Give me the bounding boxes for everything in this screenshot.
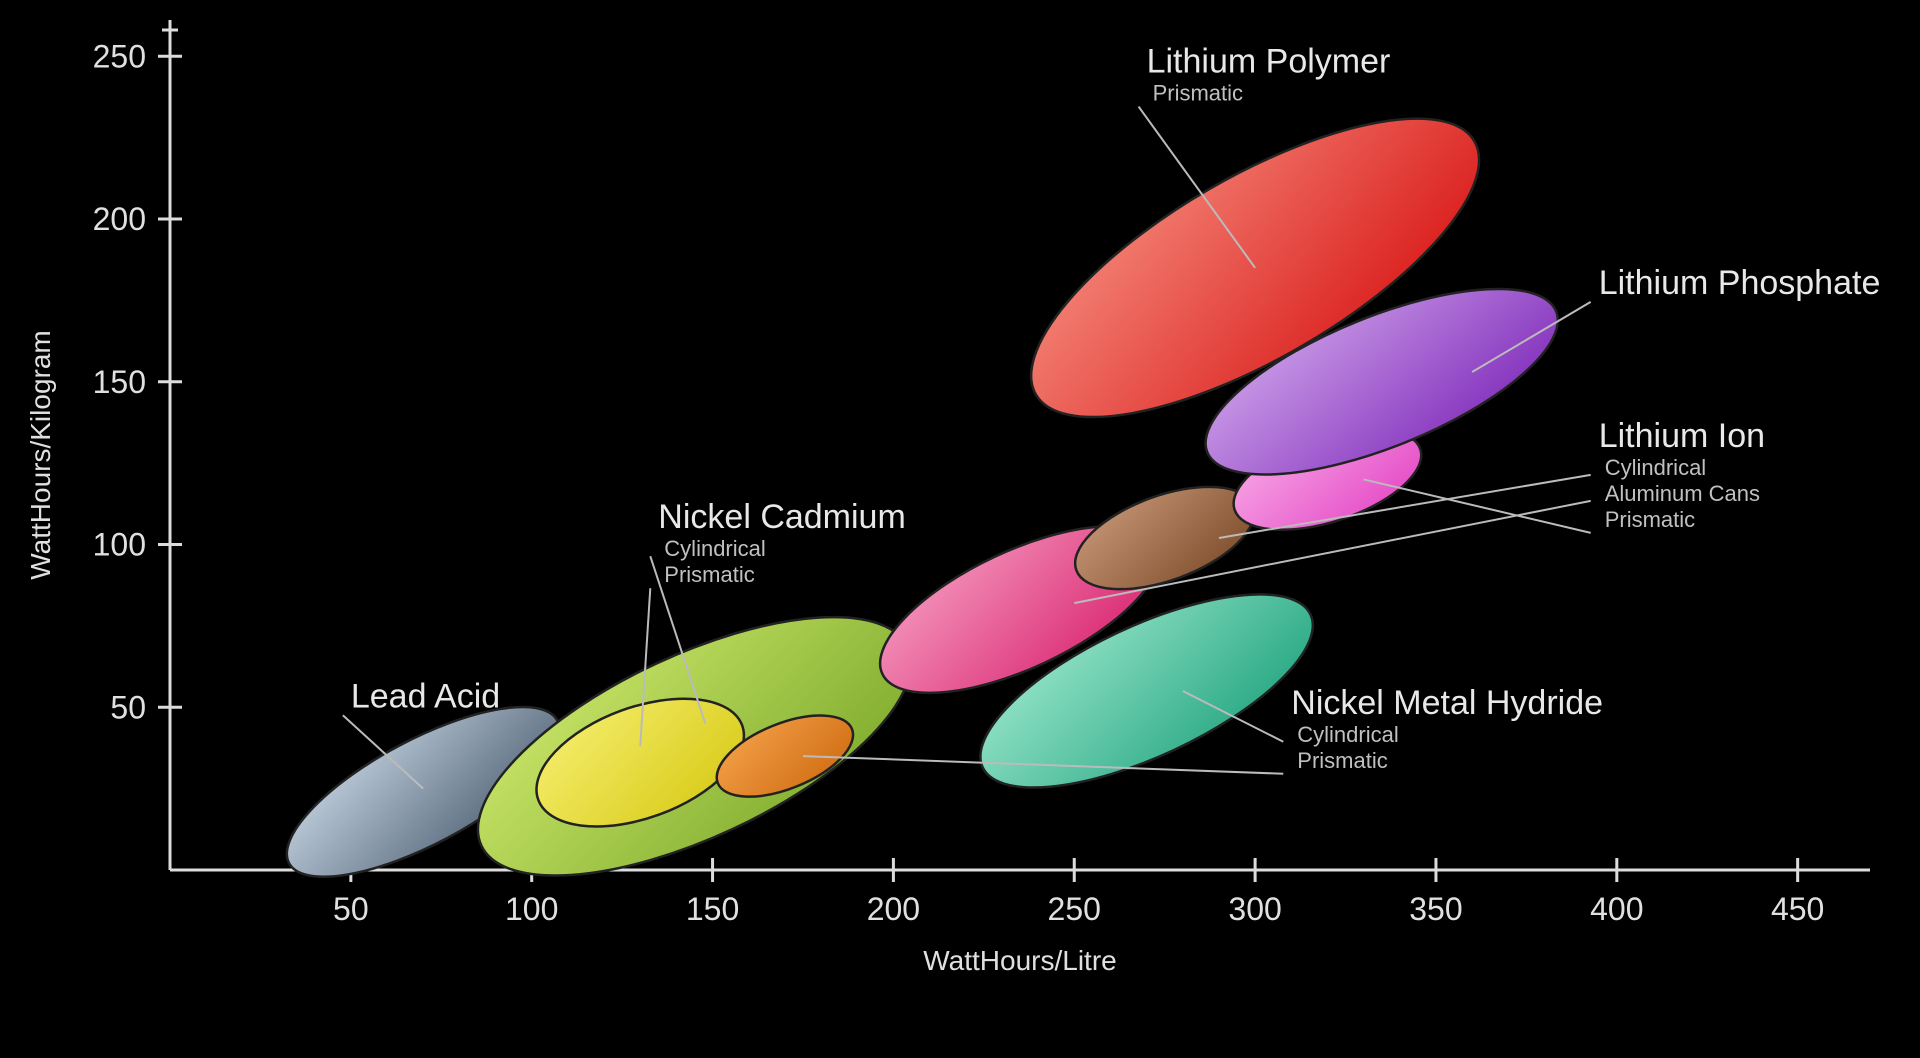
callout-title-cl-lipoly: Lithium Polymer bbox=[1147, 43, 1391, 81]
x-tick-label: 100 bbox=[505, 891, 558, 927]
callout-title-cl-nimh: Nickel Metal Hydride bbox=[1291, 684, 1603, 722]
x-tick-label: 200 bbox=[867, 891, 920, 927]
y-tick-label: 100 bbox=[93, 527, 146, 563]
callout-title-cl-liion: Lithium Ion bbox=[1599, 417, 1765, 455]
callout-title-cl-leadacid: Lead Acid bbox=[351, 677, 500, 715]
callout-title-cl-nicd: Nickel Cadmium bbox=[658, 498, 906, 536]
callout-sub-cl-liion-0: Cylindrical bbox=[1605, 455, 1706, 480]
callout-sub-cl-liion-2: Prismatic bbox=[1605, 507, 1695, 532]
x-tick-label: 350 bbox=[1409, 891, 1462, 927]
x-tick-label: 150 bbox=[686, 891, 739, 927]
callout-sub-cl-lipoly-0: Prismatic bbox=[1153, 81, 1243, 106]
callout-sub-cl-nimh-1: Prismatic bbox=[1297, 748, 1387, 773]
y-tick-label: 150 bbox=[93, 364, 146, 400]
x-tick-label: 250 bbox=[1048, 891, 1101, 927]
y-tick-label: 250 bbox=[93, 38, 146, 74]
callout-sub-cl-nicd-0: Cylindrical bbox=[664, 536, 765, 561]
callout-sub-cl-nicd-1: Prismatic bbox=[664, 562, 754, 587]
y-axis-label: WattHours/Kilogram bbox=[25, 330, 56, 579]
x-tick-label: 300 bbox=[1228, 891, 1281, 927]
energy-density-chart: 50 100 150 200 250 300 350 400 450 50 100 150 200 250… bbox=[0, 0, 1920, 1058]
callout-sub-cl-liion-1: Aluminum Cans bbox=[1605, 481, 1760, 506]
x-tick-label: 400 bbox=[1590, 891, 1643, 927]
callout-title-cl-liphos: Lithium Phosphate bbox=[1599, 264, 1881, 302]
callout-sub-cl-nimh-0: Cylindrical bbox=[1297, 722, 1398, 747]
x-axis-label: WattHours/Litre bbox=[923, 945, 1116, 976]
x-tick-label: 50 bbox=[333, 891, 369, 927]
y-tick-label: 200 bbox=[93, 201, 146, 237]
y-tick-label: 50 bbox=[110, 689, 146, 725]
x-tick-label: 450 bbox=[1771, 891, 1824, 927]
